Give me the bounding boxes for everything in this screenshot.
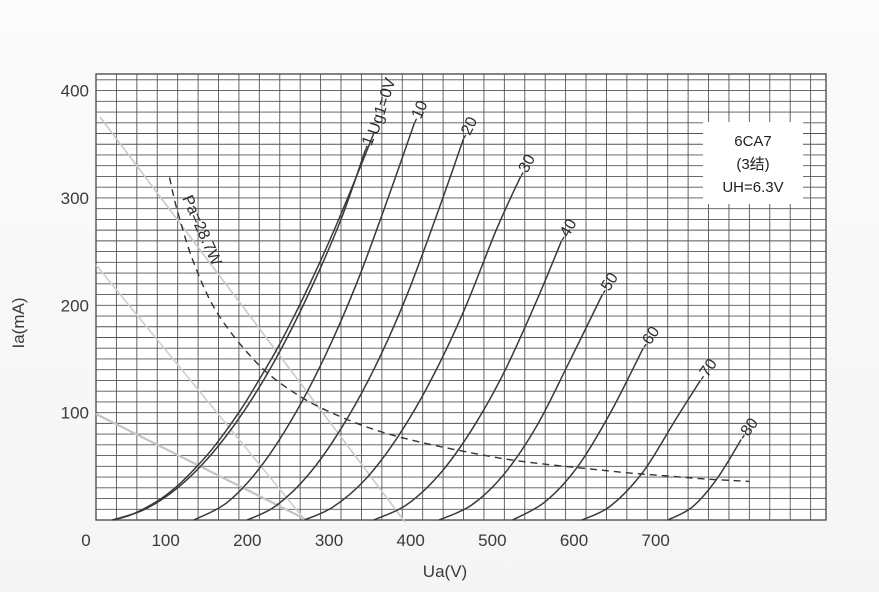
- grid-voltage-curve: [193, 122, 416, 521]
- x-tick-label: 700: [642, 531, 670, 550]
- tube-title: 6CA7: [734, 133, 772, 150]
- tube-subtitle: (3结): [736, 156, 769, 173]
- grid-voltage-curve: [512, 347, 644, 521]
- faded-load-line: [95, 264, 306, 521]
- x-tick-label: 300: [315, 531, 343, 550]
- y-axis-label: Ia(mA): [9, 298, 28, 349]
- x-tick-label: 200: [233, 531, 261, 550]
- grid-voltage-curve: [303, 176, 522, 521]
- x-tick-label: 400: [396, 531, 424, 550]
- y-tick-label: 200: [61, 296, 89, 315]
- heater-voltage: UH=6.3V: [722, 179, 783, 196]
- faded-load-line: [99, 116, 406, 523]
- x-tick-label: 600: [560, 531, 588, 550]
- tick-labels: 0 100 200 300 400 500 600 700 100 200 300 400: [61, 82, 670, 550]
- grid-voltage-curve: [438, 294, 604, 521]
- grid-voltage-curve: [667, 439, 742, 521]
- grid-voltage-curve: [112, 133, 375, 521]
- grid-voltage-curve: [112, 149, 367, 521]
- x-tick-label: 500: [478, 531, 506, 550]
- x-axis-label: Ua(V): [423, 562, 467, 581]
- grid-voltage-curve: [581, 379, 702, 521]
- x-tick-label: 0: [81, 531, 90, 550]
- x-tick-label: 100: [151, 531, 179, 550]
- grid-voltage-curve: [373, 240, 563, 521]
- plate-curves: [112, 122, 750, 521]
- grid-voltage-curve: [246, 138, 465, 521]
- y-tick-label: 100: [61, 404, 89, 423]
- curve-label: -1: [357, 134, 378, 153]
- y-tick-label: 400: [61, 82, 89, 101]
- y-tick-label: 300: [61, 189, 89, 208]
- tube-info-box: 6CA7 (3结) UH=6.3V: [703, 122, 803, 204]
- power-limit-curve: [168, 177, 750, 483]
